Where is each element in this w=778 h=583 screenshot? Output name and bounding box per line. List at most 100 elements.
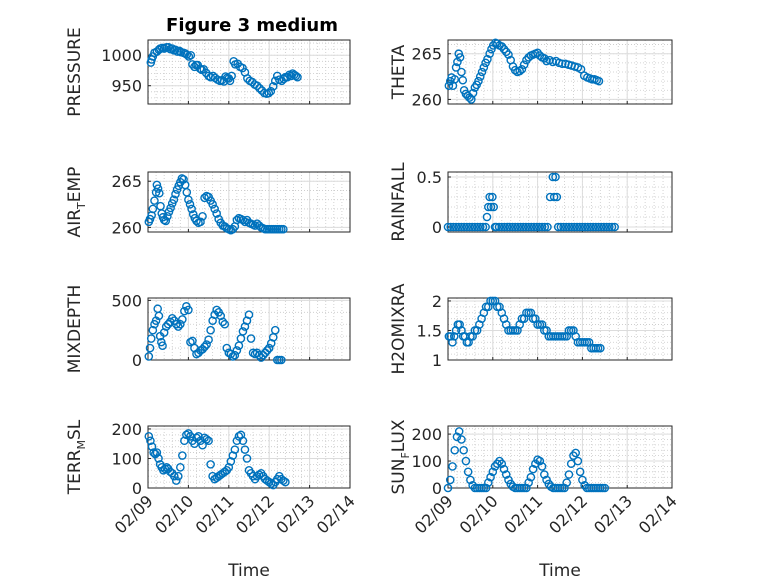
data-point: [519, 60, 529, 69]
series-h2omixra: [444, 296, 605, 353]
data-point: [224, 463, 234, 472]
data-point: [291, 71, 301, 81]
y-axis-label: THETA: [389, 44, 409, 100]
data-point: [178, 451, 187, 460]
data-point: [455, 320, 464, 329]
data-point: [238, 436, 248, 446]
data-point: [144, 432, 154, 441]
data-point: [578, 222, 587, 232]
data-point: [279, 476, 288, 485]
data-point: [169, 195, 179, 204]
data-point: [281, 477, 290, 487]
data-point: [452, 432, 462, 442]
data-point: [602, 222, 611, 232]
y-tick-label: 200: [411, 425, 442, 444]
data-point: [557, 59, 567, 69]
data-point: [454, 222, 464, 232]
data-point: [158, 341, 167, 350]
y-tick-label: 100: [411, 452, 442, 471]
data-point: [255, 83, 264, 93]
data-point: [458, 75, 468, 85]
data-point: [182, 50, 192, 59]
data-point: [264, 88, 274, 98]
y-axis-label: MIXDEPTH: [65, 285, 85, 374]
data-point: [464, 337, 473, 347]
data-point: [561, 222, 571, 232]
y-tick-label: 1000: [101, 46, 142, 65]
data-point: [242, 454, 252, 463]
data-point: [453, 57, 462, 67]
axes-frame: [147, 171, 351, 233]
series-theta: [444, 38, 604, 104]
data-point: [227, 71, 236, 81]
data-point: [152, 448, 162, 457]
data-point: [510, 222, 520, 232]
subplot-mixdepth: 0 500 MIXDEPTH: [65, 285, 351, 374]
y-axis-label-main: TERR: [65, 449, 85, 495]
data-point: [154, 311, 164, 321]
data-point: [240, 445, 250, 454]
data-point: [230, 445, 240, 454]
data-point: [148, 325, 158, 335]
data-point: [204, 335, 213, 345]
data-point: [157, 337, 166, 347]
data-point: [571, 448, 580, 458]
y-tick-label: 260: [411, 90, 442, 109]
data-point: [232, 215, 242, 225]
data-point: [532, 222, 542, 232]
data-point: [479, 63, 489, 72]
data-point: [497, 459, 507, 469]
data-point: [171, 319, 181, 329]
data-point: [543, 222, 552, 232]
data-point: [497, 222, 507, 232]
axes-box: [147, 425, 351, 489]
data-point: [475, 222, 485, 232]
data-point: [171, 476, 181, 485]
y-axis-label-main: MIXDEPTH: [65, 285, 85, 374]
subplot-h2omixra: 1 1.5 2 H2OMIXRA: [389, 283, 673, 375]
data-point: [548, 172, 558, 182]
data-point: [600, 483, 610, 493]
series-sun-flux: [443, 427, 610, 493]
subplot-air-temp: 260 265 AIRTEMP: [65, 167, 351, 237]
series-terr-msl: [144, 429, 290, 490]
y-tick-label: 1: [432, 351, 442, 370]
y-tick-label: 265: [111, 172, 142, 191]
data-point: [549, 192, 559, 202]
data-point: [607, 222, 617, 232]
data-point: [161, 216, 171, 226]
data-point: [152, 180, 162, 190]
data-point: [481, 483, 491, 493]
data-point: [583, 222, 593, 232]
data-point: [445, 475, 455, 485]
data-point: [443, 222, 453, 232]
y-tick-label: 265: [411, 45, 442, 64]
data-point: [596, 343, 605, 353]
data-point: [236, 430, 246, 440]
y-tick-label: 0: [132, 479, 142, 498]
data-point: [225, 76, 235, 86]
data-point: [448, 462, 457, 471]
subplot-rainfall: 0 0.5 RAINFALL: [389, 162, 673, 242]
data-point: [515, 66, 524, 76]
data-point: [226, 457, 236, 466]
data-point: [206, 460, 215, 469]
data-point: [564, 470, 574, 479]
y-axis-label-subscript: F: [399, 452, 412, 458]
y-axis-label-subscript: T: [75, 202, 88, 210]
data-point: [182, 430, 191, 440]
y-axis-label: PRESSURE: [65, 27, 85, 116]
data-point: [553, 222, 563, 232]
data-point: [468, 88, 478, 98]
data-point: [184, 305, 193, 315]
data-point: [198, 212, 207, 221]
data-point: [485, 49, 494, 59]
data-point: [202, 340, 211, 349]
data-point: [505, 222, 515, 232]
data-point: [528, 464, 538, 474]
y-axis-label-tail: LUX: [389, 419, 409, 452]
data-point: [486, 202, 496, 212]
series-mixdepth: [144, 302, 286, 365]
data-point: [492, 222, 501, 232]
